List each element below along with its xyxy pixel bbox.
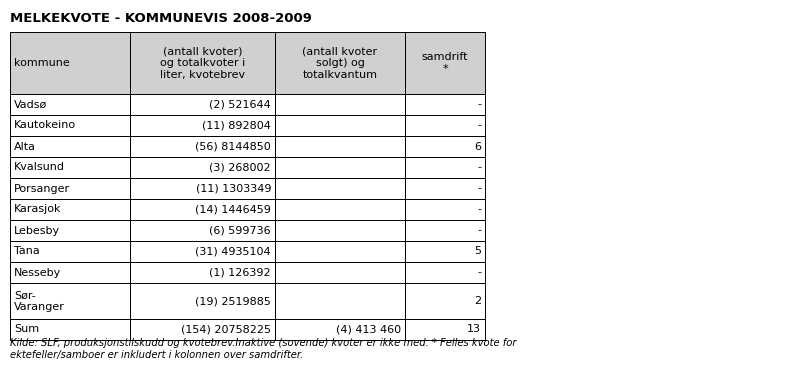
Text: Sum: Sum xyxy=(14,324,39,334)
Text: MELKEKVOTE - KOMMUNEVIS 2008-2009: MELKEKVOTE - KOMMUNEVIS 2008-2009 xyxy=(10,12,312,25)
Bar xyxy=(405,115,485,136)
Text: -: - xyxy=(477,205,481,215)
Bar xyxy=(10,262,130,283)
Bar xyxy=(405,157,485,178)
Bar xyxy=(10,136,130,157)
Text: -: - xyxy=(477,163,481,173)
Bar xyxy=(130,241,275,262)
Text: (154) 20758225: (154) 20758225 xyxy=(181,324,271,334)
Text: 13: 13 xyxy=(467,324,481,334)
Text: (1) 126392: (1) 126392 xyxy=(209,267,271,278)
Text: Alta: Alta xyxy=(14,141,36,151)
Bar xyxy=(130,220,275,241)
Text: (antall kvoter)
og totalkvoter i
liter, kvotebrev: (antall kvoter) og totalkvoter i liter, … xyxy=(160,46,245,80)
Bar xyxy=(130,115,275,136)
Text: 6: 6 xyxy=(474,141,481,151)
Text: (6) 599736: (6) 599736 xyxy=(209,225,271,235)
Bar xyxy=(10,241,130,262)
Text: Kilde: SLF, produksjonstilskudd og kvotebrev.Inaktive (sovende) kvoter er ikke m: Kilde: SLF, produksjonstilskudd og kvote… xyxy=(10,338,516,360)
Text: Porsanger: Porsanger xyxy=(14,183,70,193)
Bar xyxy=(10,220,130,241)
Bar xyxy=(10,283,130,319)
Text: (2) 521644: (2) 521644 xyxy=(209,99,271,109)
Bar xyxy=(275,319,405,340)
Bar xyxy=(405,199,485,220)
Bar xyxy=(275,157,405,178)
Bar xyxy=(275,241,405,262)
Text: (11) 1303349: (11) 1303349 xyxy=(196,183,271,193)
Bar xyxy=(275,199,405,220)
Bar xyxy=(10,94,130,115)
Bar xyxy=(405,283,485,319)
Bar xyxy=(275,220,405,241)
Text: (14) 1446459: (14) 1446459 xyxy=(195,205,271,215)
Bar xyxy=(130,157,275,178)
Bar xyxy=(405,319,485,340)
Text: (antall kvoter
solgt) og
totalkvantum: (antall kvoter solgt) og totalkvantum xyxy=(302,46,377,80)
Bar xyxy=(405,32,485,94)
Bar xyxy=(275,32,405,94)
Bar xyxy=(405,136,485,157)
Text: Kautokeino: Kautokeino xyxy=(14,121,76,131)
Bar xyxy=(130,283,275,319)
Bar xyxy=(405,94,485,115)
Text: -: - xyxy=(477,267,481,278)
Text: -: - xyxy=(477,183,481,193)
Text: Vadsø: Vadsø xyxy=(14,99,48,109)
Bar xyxy=(10,32,130,94)
Bar xyxy=(405,178,485,199)
Bar xyxy=(405,241,485,262)
Text: (31) 4935104: (31) 4935104 xyxy=(195,247,271,257)
Text: kommune: kommune xyxy=(14,58,70,68)
Bar xyxy=(130,199,275,220)
Bar xyxy=(405,220,485,241)
Text: -: - xyxy=(477,121,481,131)
Bar xyxy=(130,262,275,283)
Bar xyxy=(130,94,275,115)
Bar xyxy=(275,94,405,115)
Bar xyxy=(10,199,130,220)
Bar xyxy=(10,319,130,340)
Text: samdrift
*: samdrift * xyxy=(422,52,468,74)
Text: (56) 8144850: (56) 8144850 xyxy=(195,141,271,151)
Text: Karasjok: Karasjok xyxy=(14,205,62,215)
Bar xyxy=(275,262,405,283)
Bar xyxy=(10,178,130,199)
Bar xyxy=(275,115,405,136)
Bar xyxy=(10,115,130,136)
Bar xyxy=(275,178,405,199)
Bar xyxy=(275,283,405,319)
Text: 5: 5 xyxy=(474,247,481,257)
Bar xyxy=(130,178,275,199)
Text: Sør-
Varanger: Sør- Varanger xyxy=(14,290,65,312)
Text: (19) 2519885: (19) 2519885 xyxy=(195,296,271,306)
Bar xyxy=(130,319,275,340)
Text: (3) 268002: (3) 268002 xyxy=(209,163,271,173)
Text: Lebesby: Lebesby xyxy=(14,225,60,235)
Text: (11) 892804: (11) 892804 xyxy=(202,121,271,131)
Text: 2: 2 xyxy=(474,296,481,306)
Text: Nesseby: Nesseby xyxy=(14,267,61,278)
Text: -: - xyxy=(477,99,481,109)
Text: -: - xyxy=(477,225,481,235)
Bar xyxy=(10,157,130,178)
Text: Tana: Tana xyxy=(14,247,40,257)
Text: Kvalsund: Kvalsund xyxy=(14,163,65,173)
Bar xyxy=(405,262,485,283)
Bar xyxy=(130,136,275,157)
Text: (4) 413 460: (4) 413 460 xyxy=(336,324,401,334)
Bar xyxy=(130,32,275,94)
Bar xyxy=(275,136,405,157)
